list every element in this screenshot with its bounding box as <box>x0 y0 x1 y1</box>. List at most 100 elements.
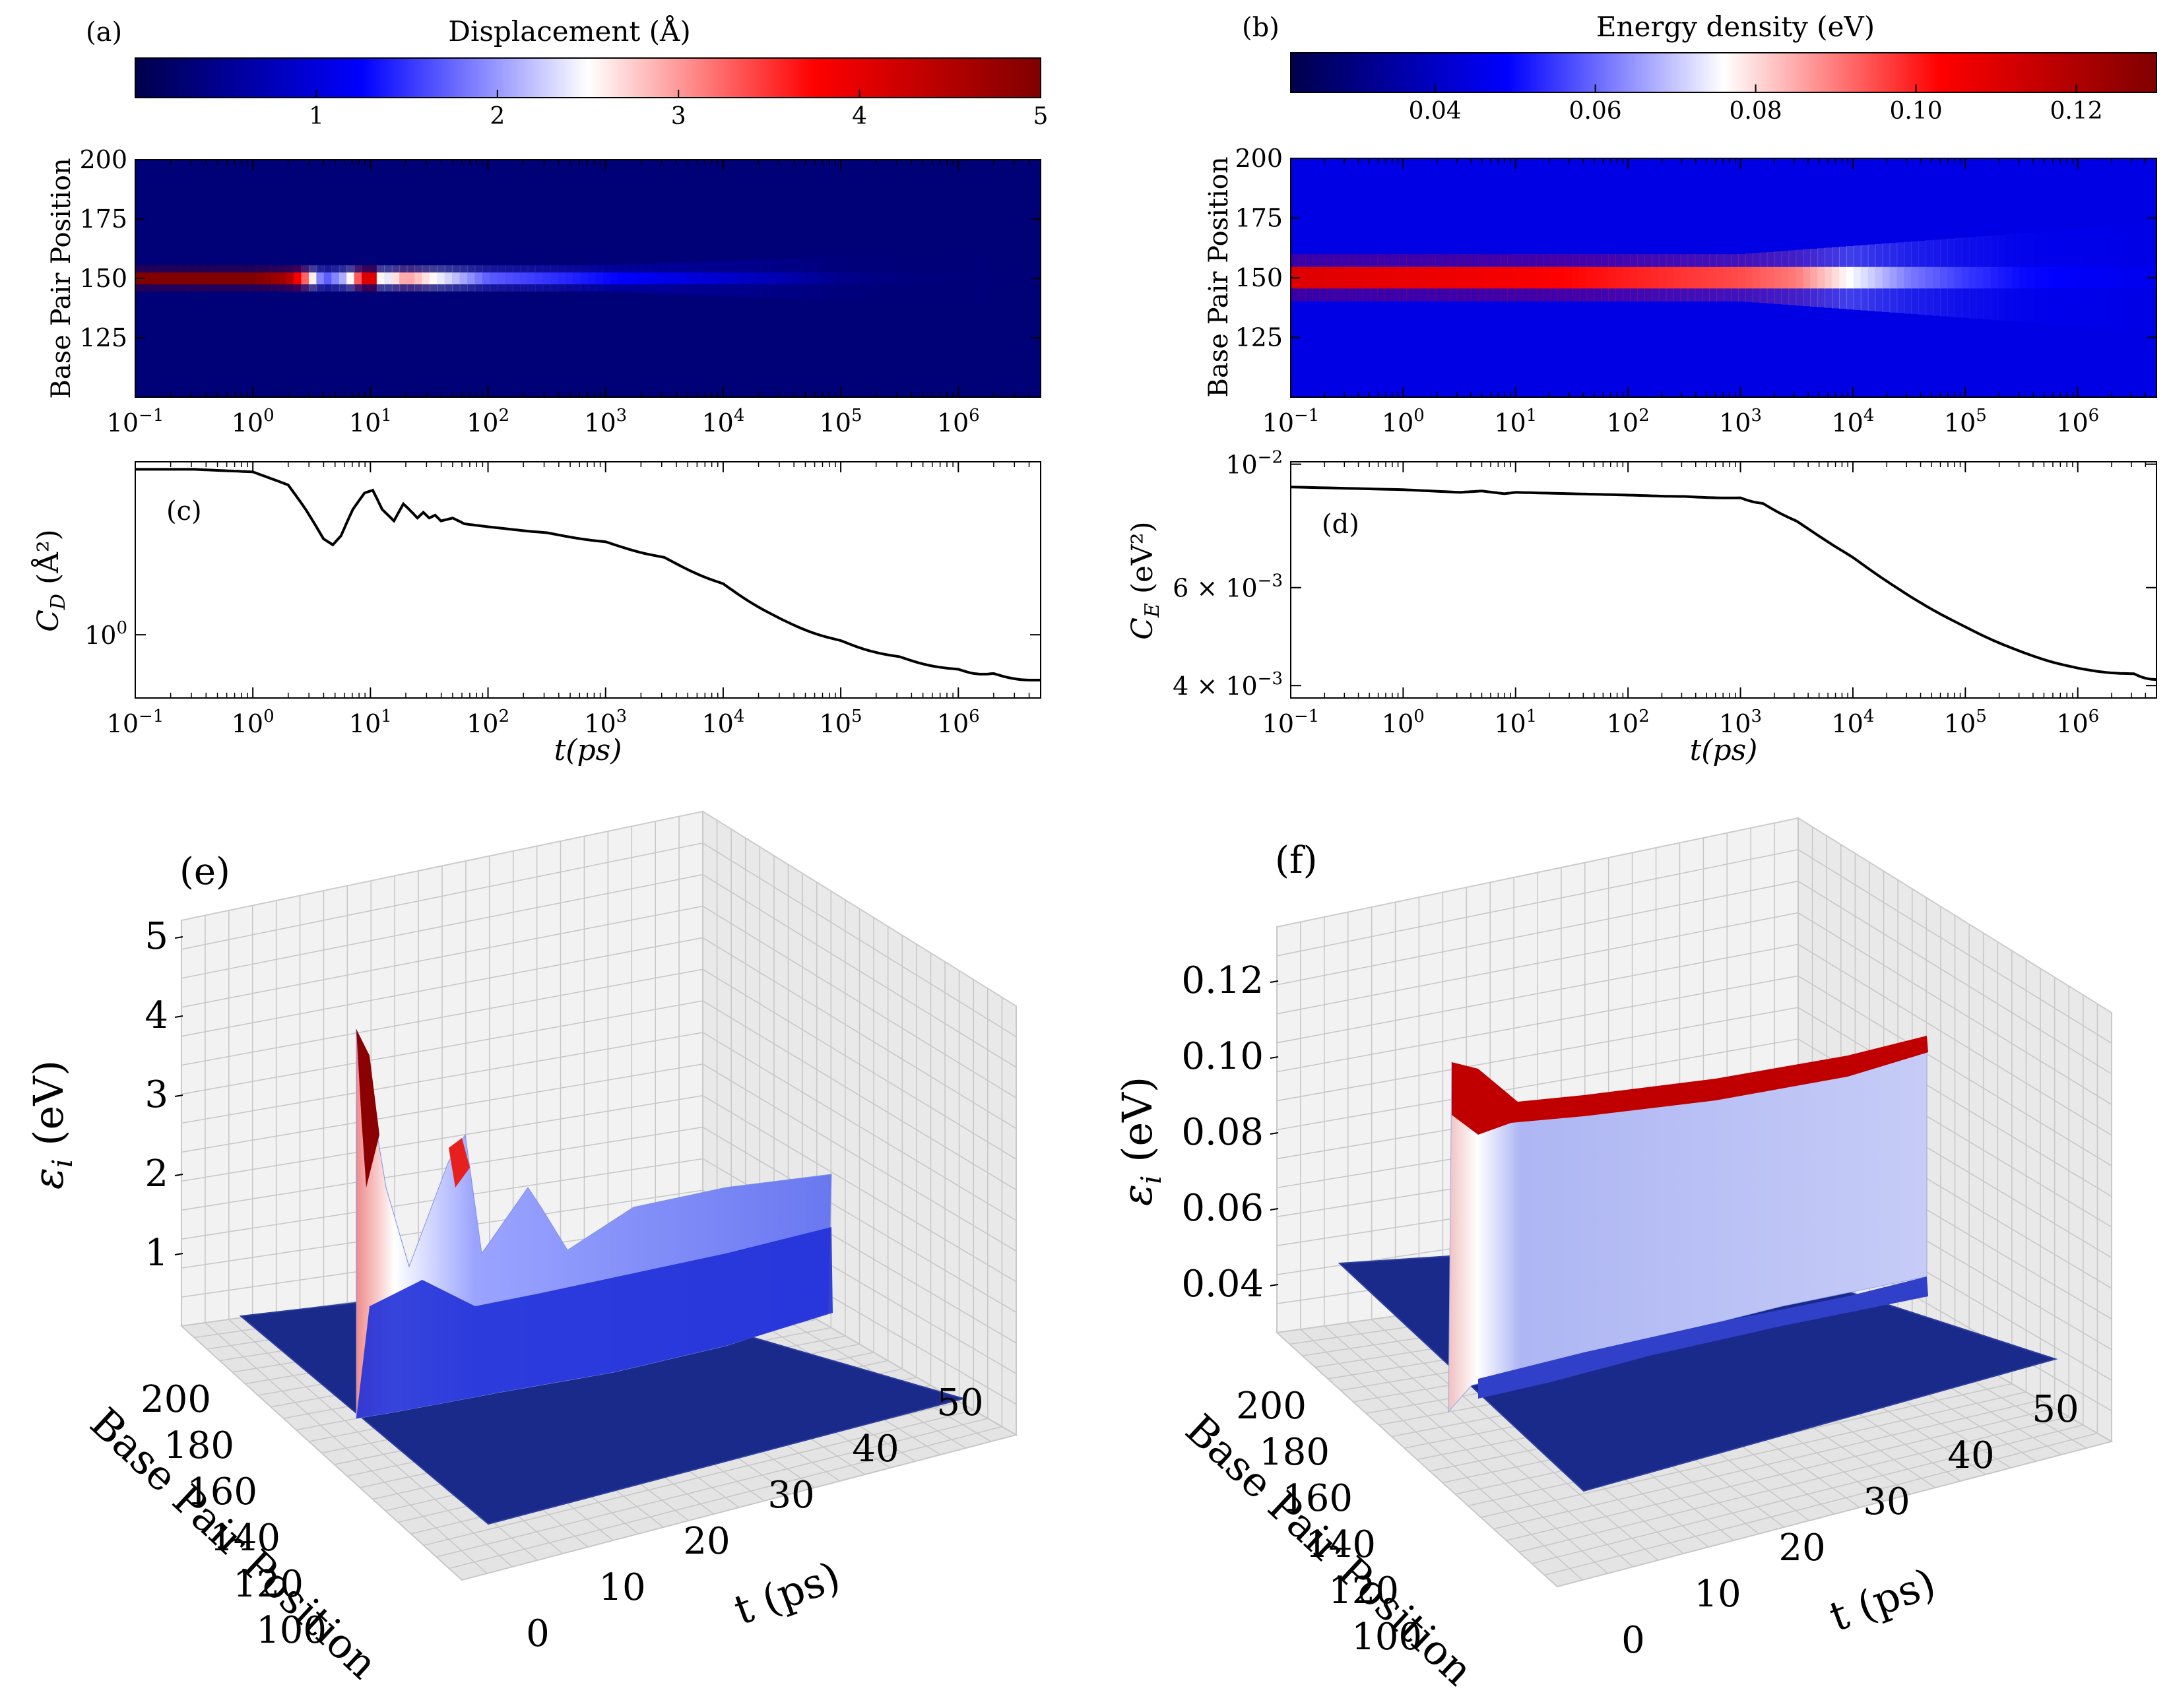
heatmap-ridge-cell <box>1990 267 1999 289</box>
x-tick-label-exponent: 5 <box>851 406 862 426</box>
x-tick-label-base: 10 <box>1382 709 1413 738</box>
heatmap-ridge-cell <box>648 272 657 284</box>
heatmap-ridge-cell <box>1355 267 1364 289</box>
x-tick-label: 105 <box>820 707 862 738</box>
grid-line <box>702 1032 1017 1221</box>
y-tick-label-exponent: −3 <box>1258 571 1283 591</box>
panel-e-zlabel-symbol: ε <box>24 1168 73 1189</box>
heatmap-ridge-cell <box>1348 267 1357 289</box>
x-tick-label: 102 <box>1607 707 1650 738</box>
x-tick-label-base: 10 <box>1262 408 1294 437</box>
heatmap-ridge-cell <box>1904 267 1912 289</box>
heatmap-ridge-cell <box>602 272 612 284</box>
grid-line <box>181 1094 703 1182</box>
heatmap-ridge-cell <box>1392 267 1400 289</box>
x-tick-label-exponent: 4 <box>734 707 745 726</box>
heatmap-ridge-cell <box>271 272 280 284</box>
x-tick-label-exponent: 4 <box>734 406 745 426</box>
x-tick-label-base: 10 <box>820 709 851 738</box>
heatmap-ridge-cell <box>165 272 174 284</box>
heatmap-ridge-cell <box>241 272 249 284</box>
x-tick-label-base: 10 <box>1944 408 1976 437</box>
x-tick-label-exponent: −1 <box>139 406 164 426</box>
x-tick-label: 30 <box>1863 1480 1910 1523</box>
heatmap-ridge-cell <box>1435 267 1443 289</box>
panel-f-ridge-top <box>1452 1036 1928 1135</box>
heatmap-ridge-cell <box>1572 267 1580 289</box>
heatmap-ridge-cell <box>1018 272 1027 284</box>
heatmap-ridge-cell <box>1399 267 1407 289</box>
panel-c-ylabel: CD (Å²) <box>30 529 70 631</box>
x-tick-label-base: 10 <box>1944 709 1976 738</box>
x-tick-label-exponent: 6 <box>2089 707 2100 726</box>
heatmap-ridge-cell <box>1413 267 1421 289</box>
heatmap-ridge-cell <box>973 272 981 284</box>
grid-line <box>1276 849 1799 957</box>
grid-line <box>181 1126 703 1211</box>
panel-e-peak2-highlight <box>449 1138 470 1187</box>
panel-c-label: (c) <box>166 496 202 526</box>
grid-line <box>1480 1391 2026 1518</box>
x-tick-label-exponent: 5 <box>851 707 862 726</box>
x-tick-label: 104 <box>1831 406 1874 437</box>
heatmap-ridge-cell <box>369 272 377 284</box>
x-tick-label: 102 <box>467 406 509 437</box>
z-tick-mark <box>174 1253 183 1255</box>
heatmap-ridge-cell <box>626 272 634 284</box>
heatmap-ridge-cell <box>542 272 551 284</box>
heatmap-ridge-cell <box>1427 267 1436 289</box>
x-tick-label-base: 10 <box>1719 709 1751 738</box>
grid-line <box>1798 849 2112 1044</box>
heatmap-ridge-cell <box>339 272 348 284</box>
x-tick-label-exponent: 0 <box>1413 406 1425 426</box>
x-tick-label-base: 10 <box>467 408 498 437</box>
panel-d-xlabel: t(ps) <box>1690 734 1758 767</box>
grid-line <box>1276 1007 1799 1102</box>
panel-f-zlabel-symbol: ε <box>1113 1184 1161 1206</box>
heatmap-ridge-cell <box>173 272 181 284</box>
heatmap-ridge-cell <box>942 272 951 284</box>
panel-b-label: (b) <box>1242 13 1280 43</box>
heatmap-ridge-cell <box>1695 267 1703 289</box>
colorbar-tick-label: 5 <box>1033 103 1049 130</box>
heatmap-ridge-cell <box>1586 267 1595 289</box>
heatmap-ridge-cell <box>1406 267 1414 289</box>
grid-line <box>702 874 1017 1068</box>
grid-line <box>181 1032 703 1124</box>
heatmap-ridge-cell <box>708 272 717 284</box>
heatmap-ridge-cell <box>822 272 830 284</box>
heatmap-ridge-cell <box>784 272 793 284</box>
heatmap-ridge-cell <box>1976 267 1984 289</box>
heatmap-ridge-cell <box>1464 267 1472 289</box>
heatmap-ridge-cell <box>482 272 491 284</box>
heatmap-ridge-cell <box>1680 267 1689 289</box>
panel-a-colorbar-ticks: 1 2 3 4 5 <box>309 90 1049 130</box>
heatmap-ridge-cell <box>2084 267 2092 289</box>
heatmap-ridge-cell <box>1896 267 1905 289</box>
heatmap-ridge-cell <box>527 272 536 284</box>
heatmap-ridge-cell <box>580 272 589 284</box>
heatmap-ridge-cell <box>1724 267 1732 289</box>
heatmap-ridge-cell <box>1629 267 1638 289</box>
panel-f-zlabel-subscript: i <box>1135 1175 1167 1184</box>
heatmap-ridge-cell <box>738 272 748 284</box>
y-tick-label: 175 <box>1235 204 1283 233</box>
heatmap-ridge-cell <box>1493 267 1501 289</box>
heatmap-ridge-cell <box>1514 267 1522 289</box>
grid-line <box>181 905 703 1008</box>
heatmap-ridge-cell <box>2135 267 2143 289</box>
x-tick-label: 0 <box>526 1612 550 1655</box>
x-tick-label-exponent: 0 <box>1413 707 1425 726</box>
heatmap-ridge-cell <box>1579 267 1588 289</box>
x-tick-label-base: 10 <box>701 709 733 738</box>
heatmap-ridge-cell <box>1781 267 1790 289</box>
x-tick-label: 105 <box>1944 406 1987 437</box>
panel-d-ylabel: CE (eV²) <box>1126 521 1164 639</box>
heatmap-ridge-cell <box>806 272 815 284</box>
heatmap-ridge-cell <box>1565 267 1573 289</box>
x-tick-label: 30 <box>767 1474 814 1517</box>
x-tick-label-base: 10 <box>232 709 263 738</box>
